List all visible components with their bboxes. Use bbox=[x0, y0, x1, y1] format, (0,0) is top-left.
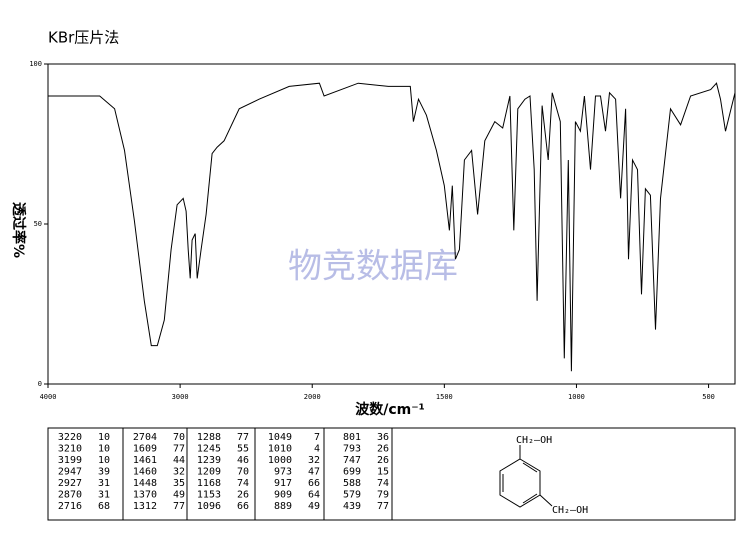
peak-transmittance: 74 bbox=[237, 478, 249, 489]
peak-transmittance: 79 bbox=[377, 490, 389, 501]
peak-wavenumber: 3199 bbox=[58, 455, 82, 466]
y-axis-label: 透过率% bbox=[10, 202, 27, 258]
peak-transmittance: 39 bbox=[98, 467, 110, 478]
peak-wavenumber: 973 bbox=[274, 467, 292, 478]
peak-wavenumber: 1460 bbox=[133, 467, 157, 478]
peak-transmittance: 32 bbox=[308, 455, 320, 466]
peak-transmittance: 64 bbox=[308, 490, 320, 501]
peak-wavenumber: 1245 bbox=[197, 444, 221, 455]
peak-transmittance: 46 bbox=[237, 455, 249, 466]
peak-transmittance: 77 bbox=[377, 501, 389, 512]
y-tick-label: 100 bbox=[29, 60, 42, 68]
peak-transmittance: 15 bbox=[377, 467, 389, 478]
peak-wavenumber: 801 bbox=[343, 432, 361, 443]
structure-label: CH₂—OH bbox=[516, 435, 552, 446]
peak-transmittance: 31 bbox=[98, 490, 110, 501]
peak-wavenumber: 1461 bbox=[133, 455, 157, 466]
x-tick-label: 2000 bbox=[304, 393, 321, 401]
peak-wavenumber: 2947 bbox=[58, 467, 82, 478]
table-dividers bbox=[122, 428, 393, 520]
x-tick-label: 1500 bbox=[436, 393, 453, 401]
peak-transmittance: 55 bbox=[237, 444, 249, 455]
peak-wavenumber: 1288 bbox=[197, 432, 221, 443]
plot-frame bbox=[47, 63, 736, 385]
peak-wavenumber: 1168 bbox=[197, 478, 221, 489]
spectrum-line bbox=[48, 82, 736, 372]
peak-transmittance: 4 bbox=[314, 444, 320, 455]
peak-wavenumber: 588 bbox=[343, 478, 361, 489]
y-tick-label: 0 bbox=[38, 380, 42, 388]
peak-wavenumber: 1049 bbox=[268, 432, 292, 443]
peak-wavenumber: 1096 bbox=[197, 501, 221, 512]
peak-transmittance: 49 bbox=[308, 501, 320, 512]
peak-wavenumber: 2716 bbox=[58, 501, 82, 512]
benzene-ring bbox=[499, 445, 553, 508]
x-tick-label: 500 bbox=[702, 393, 715, 401]
peak-wavenumber: 1153 bbox=[197, 490, 221, 501]
peak-wavenumber: 579 bbox=[343, 490, 361, 501]
peak-wavenumber: 3220 bbox=[58, 432, 82, 443]
peak-transmittance: 68 bbox=[98, 501, 110, 512]
peak-transmittance: 35 bbox=[173, 478, 185, 489]
peak-transmittance: 47 bbox=[308, 467, 320, 478]
peak-transmittance: 77 bbox=[173, 501, 185, 512]
chart-title: KBr压片法 bbox=[48, 29, 119, 47]
y-tick-label: 50 bbox=[34, 220, 42, 228]
peak-wavenumber: 439 bbox=[343, 501, 361, 512]
peak-transmittance: 10 bbox=[98, 455, 110, 466]
peak-wavenumber: 889 bbox=[274, 501, 292, 512]
peak-transmittance: 31 bbox=[98, 478, 110, 489]
peak-wavenumber: 1448 bbox=[133, 478, 157, 489]
peak-transmittance: 44 bbox=[173, 455, 185, 466]
peak-wavenumber: 1370 bbox=[133, 490, 157, 501]
peak-transmittance: 66 bbox=[237, 501, 249, 512]
peak-wavenumber: 793 bbox=[343, 444, 361, 455]
watermark: 物竞数据库 bbox=[288, 247, 458, 287]
peak-transmittance: 10 bbox=[98, 432, 110, 443]
peak-transmittance: 36 bbox=[377, 432, 389, 443]
peak-transmittance: 26 bbox=[237, 490, 249, 501]
peak-transmittance: 32 bbox=[173, 467, 185, 478]
peak-wavenumber: 2927 bbox=[58, 478, 82, 489]
peak-wavenumber: 2870 bbox=[58, 490, 82, 501]
peak-transmittance: 66 bbox=[308, 478, 320, 489]
peak-wavenumber: 1209 bbox=[197, 467, 221, 478]
peak-transmittance: 26 bbox=[377, 455, 389, 466]
peak-wavenumber: 1312 bbox=[133, 501, 157, 512]
peak-wavenumber: 2704 bbox=[133, 432, 157, 443]
x-tick-label: 3000 bbox=[172, 393, 189, 401]
peak-wavenumber: 3210 bbox=[58, 444, 82, 455]
peak-wavenumber: 917 bbox=[274, 478, 292, 489]
peak-wavenumber: 1239 bbox=[197, 455, 221, 466]
peak-wavenumber: 1609 bbox=[133, 444, 157, 455]
x-axis-label: 波数/cm⁻¹ bbox=[355, 401, 425, 418]
peak-transmittance: 77 bbox=[173, 444, 185, 455]
peak-transmittance: 7 bbox=[314, 432, 320, 443]
peak-transmittance: 70 bbox=[237, 467, 249, 478]
peak-wavenumber: 909 bbox=[274, 490, 292, 501]
peak-transmittance: 26 bbox=[377, 444, 389, 455]
peak-wavenumber: 747 bbox=[343, 455, 361, 466]
peak-transmittance: 74 bbox=[377, 478, 389, 489]
peak-transmittance: 70 bbox=[173, 432, 185, 443]
x-tick-label: 4000 bbox=[40, 393, 57, 401]
peak-wavenumber: 1010 bbox=[268, 444, 292, 455]
peak-wavenumber: 699 bbox=[343, 467, 361, 478]
peak-wavenumber: 1000 bbox=[268, 455, 292, 466]
peak-transmittance: 77 bbox=[237, 432, 249, 443]
structure-label: CH₂—OH bbox=[552, 505, 588, 516]
peak-transmittance: 10 bbox=[98, 444, 110, 455]
x-tick-label: 1000 bbox=[568, 393, 585, 401]
peak-transmittance: 49 bbox=[173, 490, 185, 501]
